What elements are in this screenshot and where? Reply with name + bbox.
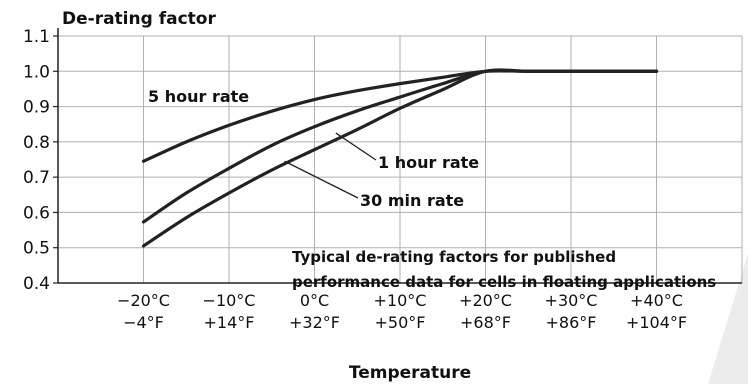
x-axis-title: Temperature [349,363,471,383]
series-label-30-min-rate: 30 min rate [360,191,464,210]
series-label-5-hour-rate: 5 hour rate [148,87,249,106]
series-lines [141,68,659,248]
y-tick-label: 0.8 [23,133,50,153]
grid [58,35,743,283]
y-tick-label: 0.5 [23,239,50,259]
x-tick-label-celsius: +20°C [459,291,512,310]
x-tick-label-celsius: +10°C [374,291,427,310]
y-tick-label: 1.1 [23,27,50,47]
x-tick-label-fahrenheit: −4°F [123,313,164,332]
leader-line-1-hour-rate [335,132,377,161]
x-tick-label-celsius: −20°C [117,291,170,310]
x-tick-label-fahrenheit: +14°F [204,313,255,332]
x-tick-label-fahrenheit: +32°F [289,313,340,332]
labels: De-rating factor Temperature Typical de-… [62,9,716,383]
y-tick-label: 0.4 [23,274,50,294]
x-tick-label-celsius: +40°C [630,291,683,310]
series-line-30-min-rate [141,68,659,248]
y-tick-label: 1.0 [23,62,50,82]
x-tick-label-fahrenheit: +86°F [546,313,597,332]
x-tick-label-fahrenheit: +104°F [626,313,687,332]
x-tick-label-celsius: 0°C [300,291,329,310]
x-tick-label-celsius: −10°C [203,291,256,310]
series-label-1-hour-rate: 1 hour rate [378,153,479,172]
annotation-line-2: performance data for cells in floating a… [292,273,716,291]
x-tick-label-fahrenheit: +50°F [375,313,426,332]
x-tick-label-celsius: +30°C [545,291,598,310]
y-tick-label: 0.9 [23,98,50,118]
axes: 0.4 0.5 0.6 0.7 0.8 0.9 1.0 1.1 −20°C −4°F −10°C +1… [23,27,742,332]
x-tick-label-fahrenheit: +68°F [460,313,511,332]
y-tick-label: 0.7 [23,168,50,188]
annotation-line-1: Typical de-rating factors for published [292,248,616,266]
y-axis-title: De-rating factor [62,9,216,29]
y-tick-label: 0.6 [23,203,50,223]
leader-line-30-min-rate [284,160,359,199]
background-shade [708,254,748,384]
